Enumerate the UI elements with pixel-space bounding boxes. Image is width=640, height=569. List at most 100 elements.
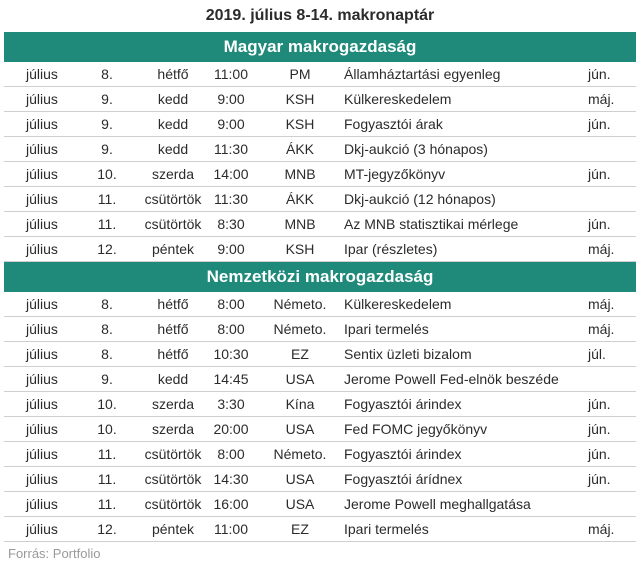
reference-period-cell: máj. [588, 241, 615, 257]
source-cell: KSH [285, 91, 315, 107]
day-cell: 8. [101, 321, 113, 337]
event-cell: Külkereskedelem [344, 296, 452, 312]
time-cell: 11:00 [214, 66, 248, 82]
source-cell: ÁKK [285, 141, 314, 157]
event-cell: Dkj-aukció (3 hónapos) [344, 141, 488, 157]
event-cell: Sentix üzleti bizalom [344, 346, 472, 362]
time-cell: 8:00 [217, 321, 245, 337]
table-row: július 11. csütörtök 8:30 MNB Az MNB statiszt… [4, 212, 636, 237]
source-cell: Kína [285, 396, 315, 412]
event-cell: Jerome Powell meghallgatása [344, 496, 531, 512]
day-cell: 9. [101, 91, 113, 107]
day-cell: 8. [101, 346, 113, 362]
table-row: július 9. kedd 14:45 USA Jerome Powell Fed-el… [4, 367, 636, 392]
source-cell: ÁKK [285, 191, 314, 207]
weekday-cell: csütörtök [144, 216, 202, 232]
weekday-cell: hétfő [157, 66, 189, 82]
weekday-cell: péntek [151, 241, 195, 257]
table-row: július 8. hétfő 11:00 PM Államháztartási egye… [4, 62, 636, 87]
table-row: július 11. csütörtök 16:00 USA Jerome Powell … [4, 492, 636, 517]
weekday-cell: kedd [157, 91, 189, 107]
event-cell: Külkereskedelem [344, 91, 452, 107]
day-cell: 8. [101, 66, 113, 82]
page-title: 2019. július 8-14. makronaptár [205, 7, 435, 24]
day-cell: 11. [97, 496, 117, 512]
time-cell: 10:30 [213, 346, 249, 362]
weekday-cell: csütörtök [144, 496, 202, 512]
time-cell: 9:00 [217, 241, 245, 257]
weekday-cell: csütörtök [144, 471, 202, 487]
weekday-cell: kedd [157, 371, 189, 387]
day-cell: 10. [97, 166, 117, 182]
source-cell: Németo. [273, 446, 327, 462]
month-cell: július [26, 216, 58, 232]
month-cell: július [26, 166, 58, 182]
reference-period-cell: jún. [588, 396, 611, 412]
reference-period-cell: jún. [588, 116, 611, 132]
table-row: július 10. szerda 20:00 USA Fed FOMC jegyőkön… [4, 417, 636, 442]
table-row: július 8. hétfő 10:30 EZ Sentix üzleti bizalo… [4, 342, 636, 367]
time-cell: 16:00 [213, 496, 249, 512]
source-cell: Németo. [273, 321, 327, 337]
source-cell: EZ [291, 346, 309, 362]
weekday-cell: csütörtök [144, 191, 202, 207]
event-cell: Fed FOMC jegyőkönyv [344, 421, 488, 437]
event-cell: Ipar (részletes) [344, 241, 438, 257]
month-cell: július [26, 321, 58, 337]
event-cell: Fogyasztói árídnex [344, 471, 463, 487]
time-cell: 8:30 [217, 216, 245, 232]
reference-period-cell: máj. [588, 296, 615, 312]
time-cell: 11:30 [214, 191, 248, 207]
table-row: július 11. csütörtök 11:30 ÁKK Dkj-aukció (12… [4, 187, 636, 212]
table-row: július 11. csütörtök 14:30 USA Fogyasztói árí… [4, 467, 636, 492]
source-cell: PM [289, 66, 311, 82]
day-cell: 8. [101, 296, 113, 312]
reference-period-cell: júl. [588, 346, 606, 362]
source-cell: Németo. [273, 296, 327, 312]
day-cell: 11. [97, 471, 117, 487]
time-cell: 8:00 [217, 446, 245, 462]
month-cell: július [26, 371, 58, 387]
weekday-cell: szerda [151, 421, 195, 437]
time-cell: 20:00 [213, 421, 249, 437]
day-cell: 9. [101, 116, 113, 132]
month-cell: július [26, 446, 58, 462]
reference-period-cell: jún. [588, 166, 611, 182]
day-cell: 12. [97, 241, 117, 257]
source-cell: MNB [284, 216, 316, 232]
table-row: július 9. kedd 9:00 KSH Külkereskedelem máj. [4, 87, 636, 112]
event-cell: Államháztartási egyenleg [344, 66, 501, 82]
day-cell: 12. [97, 521, 117, 537]
time-cell: 14:45 [213, 371, 249, 387]
time-cell: 3:30 [217, 396, 245, 412]
rows: július 8. hétfő 8:00 Németo. Külkereskedelem m… [4, 292, 636, 542]
event-cell: Az MNB statisztikai mérlege [344, 216, 519, 232]
month-cell: július [26, 91, 58, 107]
weekday-cell: hétfő [157, 321, 189, 337]
table-row: július 9. kedd 11:30 ÁKK Dkj-aukció (3 hónapo… [4, 137, 636, 162]
source-cell: MNB [284, 166, 316, 182]
reference-period-cell: jún. [588, 421, 611, 437]
time-cell: 9:00 [217, 91, 245, 107]
month-cell: július [26, 116, 58, 132]
time-cell: 9:00 [217, 116, 245, 132]
reference-period-cell: jún. [588, 446, 611, 462]
source-cell: KSH [285, 241, 315, 257]
day-cell: 9. [101, 141, 113, 157]
reference-period-cell: máj. [588, 91, 615, 107]
table-row: július 11. csütörtök 8:00 Németo. Fogyasztói … [4, 442, 636, 467]
day-cell: 11. [97, 216, 117, 232]
time-cell: 14:00 [213, 166, 249, 182]
source-cell: EZ [291, 521, 309, 537]
month-cell: július [26, 141, 58, 157]
source-cell: USA [285, 471, 315, 487]
event-cell: Ipari termelés [344, 521, 429, 537]
source-cell: KSH [285, 116, 315, 132]
time-cell: 14:30 [213, 471, 249, 487]
section-hungarian: Magyar makrogazdaság július 8. hétfő 11:00 P… [0, 32, 640, 262]
month-cell: július [26, 346, 58, 362]
month-cell: július [26, 521, 58, 537]
weekday-cell: hétfő [157, 346, 189, 362]
reference-period-cell: máj. [588, 321, 615, 337]
weekday-cell: kedd [157, 116, 189, 132]
